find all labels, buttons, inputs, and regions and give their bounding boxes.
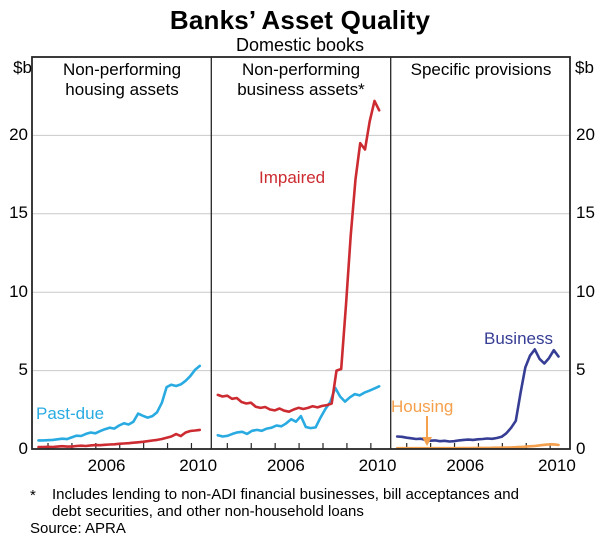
chart-title: Banks’ Asset Quality <box>169 5 431 35</box>
y-tick-right-20: 20 <box>576 125 595 144</box>
x-tick-panel1-2006: 2006 <box>87 456 126 475</box>
panel1-title: Non-performing housing assets <box>34 60 210 100</box>
business-series-label: Business <box>484 329 553 348</box>
impaired-series-label: Impaired <box>259 168 326 187</box>
panel1-title-line2: housing assets <box>65 80 179 99</box>
panel2-title-line2: business assets* <box>237 80 365 99</box>
chart-subtitle: Domestic books <box>235 35 365 55</box>
y-tick-right-10: 10 <box>576 282 595 301</box>
source-note: Source: APRA <box>30 520 126 537</box>
footnote-marker: * <box>30 487 36 504</box>
y-tick-left-0: 0 <box>18 439 28 458</box>
y-tick-left-15: 15 <box>9 203 28 222</box>
y-tick-right-5: 5 <box>576 360 586 379</box>
footnote-line1: Includes lending to non-ADI financial bu… <box>52 486 519 503</box>
y-axis-unit-right: $b <box>575 58 594 77</box>
housing-series-label: Housing <box>391 397 454 416</box>
x-tick-panel3-2010: 2010 <box>537 456 576 475</box>
series-line-impaired <box>216 99 381 414</box>
plot-frame <box>31 56 571 450</box>
x-tick-panel2-2006: 2006 <box>266 456 305 475</box>
y-tick-right-15: 15 <box>576 203 595 222</box>
y-tick-right-0: 0 <box>576 439 586 458</box>
x-tick-panel1-2010: 2010 <box>179 456 218 475</box>
x-tick-panel3-2006: 2006 <box>446 456 485 475</box>
panel2-title: Non-performing business assets* <box>213 60 389 100</box>
series-line-impaired-housing-assets <box>37 428 202 449</box>
footnote-line2: debt securities, and other non-household… <box>52 502 364 520</box>
y-tick-left-20: 20 <box>9 125 28 144</box>
series-line-past-due <box>37 364 202 442</box>
past-due-series-label: Past-due <box>36 404 105 423</box>
footnote-text: Includes lending to non-ADI financial bu… <box>52 486 572 520</box>
panel3-title: Specific provisions <box>393 60 569 80</box>
panel2-title-line1: Non-performing <box>241 60 361 79</box>
y-tick-left-10: 10 <box>9 282 28 301</box>
series-line-business <box>395 348 560 443</box>
y-axis-unit-left: $b <box>13 58 32 77</box>
y-tick-left-5: 5 <box>18 360 28 379</box>
panel1-title-line1: Non-performing <box>62 60 182 79</box>
x-tick-panel2-2010: 2010 <box>358 456 397 475</box>
housing-arrow-head <box>422 437 432 446</box>
series-line-past-due-business-assets <box>216 384 381 438</box>
panel3-title-line1: Specific provisions <box>410 60 552 79</box>
